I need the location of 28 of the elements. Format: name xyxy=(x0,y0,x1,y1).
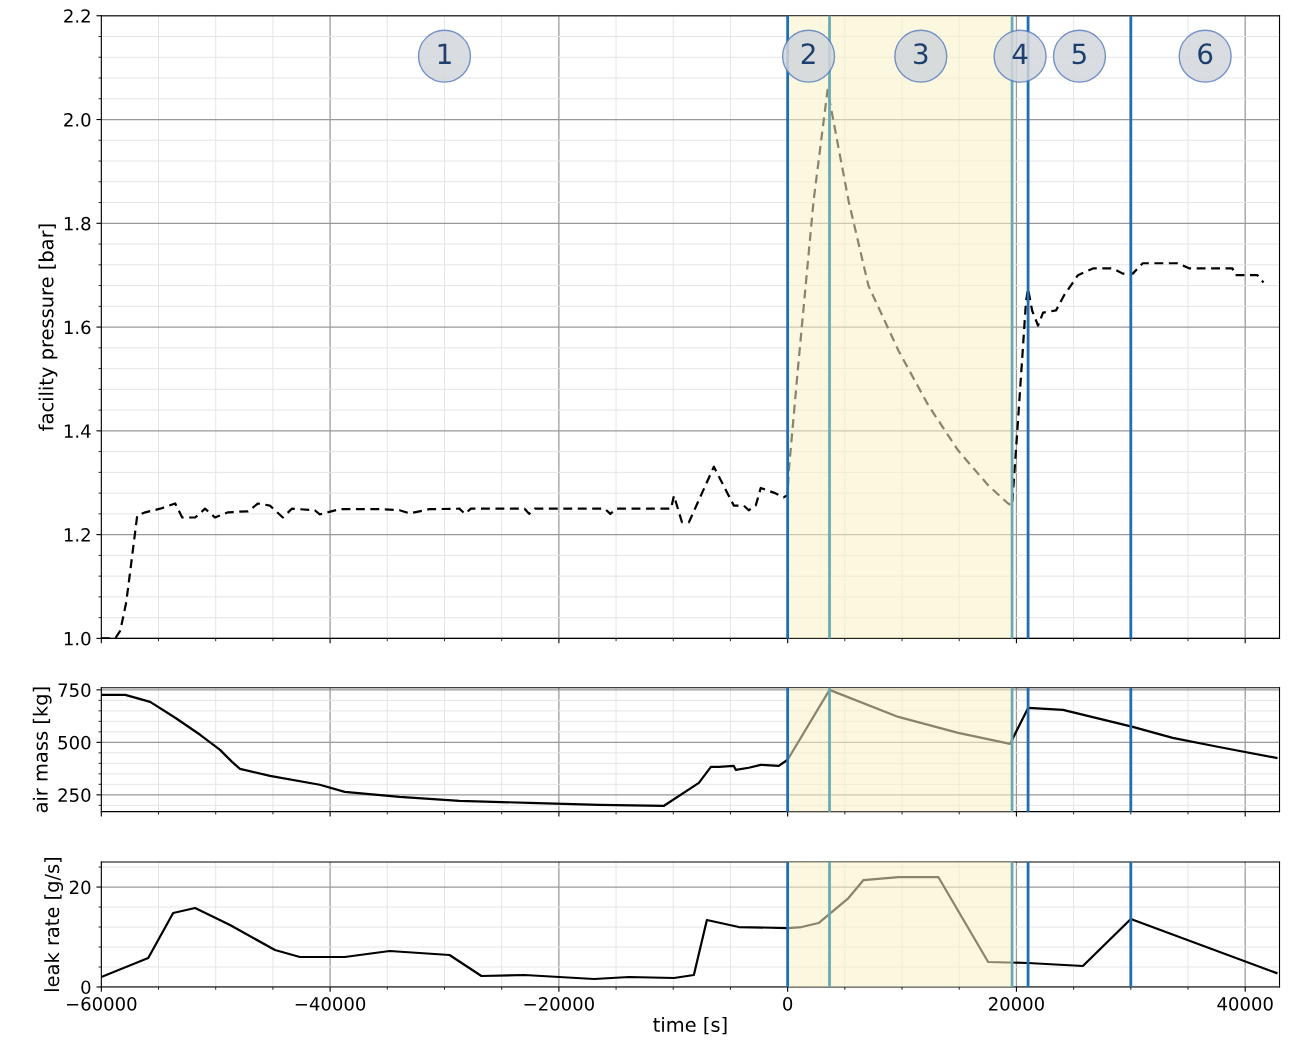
y-tick-label: 1.0 xyxy=(64,631,91,646)
y-tick-label: 750 xyxy=(58,683,91,697)
annotation: 6 xyxy=(1198,43,1213,65)
y-tick-label: 20 xyxy=(69,880,91,895)
x-tick-label: 20000 xyxy=(989,997,1044,1011)
y-tick-label: 250 xyxy=(58,788,91,802)
annotation: 1 xyxy=(438,43,451,64)
y-axis-title: facility pressure [bar] xyxy=(38,224,58,431)
y-tick-label: 500 xyxy=(58,735,91,750)
y-tick-label: 2.0 xyxy=(64,112,91,127)
x-tick-label: 0 xyxy=(783,997,793,1011)
y-tick-label: 1.6 xyxy=(64,320,91,335)
y-tick-label: 1.2 xyxy=(64,528,90,542)
y-axis-title: leak rate [g/s] xyxy=(44,857,64,991)
y-tick-label: 0 xyxy=(81,980,91,995)
y-tick-label: 1.8 xyxy=(64,216,91,231)
x-tick-label: −60000 xyxy=(66,997,137,1011)
annotation: 4 xyxy=(1012,43,1028,64)
x-axis-title: time [s] xyxy=(653,1016,727,1035)
x-tick-label: 40000 xyxy=(1217,997,1273,1011)
x-tick-label: −40000 xyxy=(295,997,366,1011)
annotation: 5 xyxy=(1072,43,1086,65)
y-tick-label: 2.2 xyxy=(64,9,90,23)
y-tick-label: 1.4 xyxy=(64,424,91,438)
x-tick-label: −20000 xyxy=(524,997,594,1011)
annotation: 2 xyxy=(801,43,815,64)
annotation: 3 xyxy=(914,43,928,65)
y-axis-title: air mass [kg] xyxy=(32,687,52,813)
